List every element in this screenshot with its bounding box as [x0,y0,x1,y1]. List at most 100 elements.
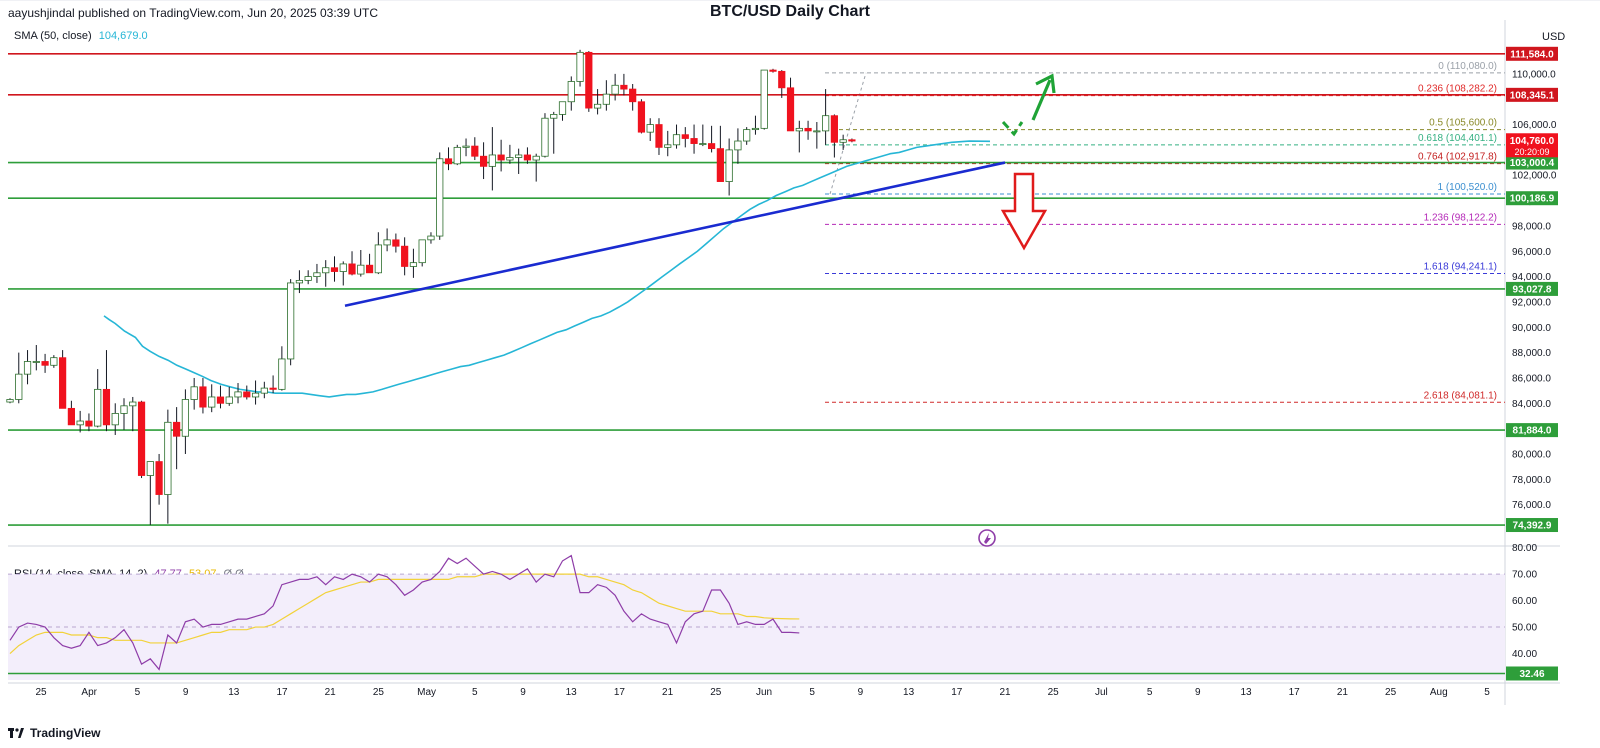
candle-down [716,148,724,182]
price-tick-label: 88,000.0 [1512,348,1551,359]
candle [287,279,295,366]
candle [497,139,505,172]
candle-up [32,361,40,363]
candle-down [155,461,163,495]
fib-label: 1.618 (94,241.1) [1424,262,1497,273]
candle [453,144,461,166]
candle-down [681,134,689,139]
candle-up [839,139,847,143]
rsi-line [9,554,800,671]
candle [576,49,584,87]
candle [111,403,119,435]
tradingview-logo[interactable]: TradingView [8,726,100,740]
candle-up [567,81,575,103]
time-tick-label: 17 [276,687,288,698]
sma-legend[interactable]: SMA (50, close) 104,679.0 [14,30,148,42]
candle-down [59,357,67,409]
candle-down [365,264,374,274]
time-tick-label: 17 [1289,687,1301,698]
candle-down [444,158,453,165]
candle [41,353,49,373]
candle-up [287,282,295,360]
candle-up [664,144,672,148]
candle [313,263,321,283]
candle-up [515,154,523,158]
rsi-sma-line [9,573,800,654]
candle [629,84,637,111]
candle [646,118,654,142]
rsi-tick-label: 40.00 [1512,649,1537,660]
candle-up [576,51,584,82]
candle [822,89,830,145]
candle-up [278,358,286,390]
candle [848,138,856,143]
publisher-text: aayushjindal published on TradingView.co… [8,6,379,20]
time-tick-label: 25 [710,687,722,698]
candle-up [743,129,751,142]
candle [734,128,742,164]
candle-up [751,127,760,131]
candle-up [111,413,119,426]
candle [208,384,216,413]
time-tick-label: 9 [858,687,864,698]
candle [199,377,207,414]
candle [690,124,698,154]
time-tick-label: 25 [35,687,47,698]
time-tick-label: 25 [1385,687,1397,698]
candle-down [655,124,663,148]
candle [488,127,496,191]
candle-down [637,101,646,133]
candle-up [181,399,189,437]
price-tick-label: 78,000.0 [1512,475,1551,486]
level-badge [1506,281,1558,296]
candle [830,114,838,158]
candle [76,410,84,433]
price-tick-label: 110,000.0 [1512,69,1556,80]
time-tick-label: Aug [1430,687,1448,698]
candle-up [409,262,418,267]
ascending-trendline [344,161,1006,308]
candle-up [234,391,242,398]
candle [146,461,154,525]
candle-up [488,154,496,167]
candle-up [611,84,619,95]
candle [620,73,628,96]
candle-down [629,88,637,103]
time-tick-label: 5 [1147,687,1153,698]
time-tick-label: 13 [566,687,578,698]
candle [479,142,488,180]
fib-label: 1.236 (98,122.2) [1424,212,1497,223]
candle [515,148,523,174]
fib-label: 1 (100,520.0) [1438,182,1498,193]
time-tick-label: 5 [472,687,478,698]
price-tick-label: 94,000.0 [1512,272,1551,283]
price-tick-label: 84,000.0 [1512,399,1551,410]
candle [243,385,251,400]
candle-up [822,115,830,132]
level-badge [1506,46,1558,61]
candle-down [85,420,93,427]
candle-down [585,51,593,109]
time-tick-label: 5 [135,687,141,698]
current-price-label: 104,760.0 [1510,136,1555,147]
candle-up [225,396,233,404]
time-tick-labels: 25 Apr 5 9 13 17 21 25 May 5 9 13 17 21 25 Jun 5 9 13 17 21 2… [35,687,1490,698]
fib-label: 0.236 (108,282.2) [1418,84,1497,95]
candle-down [786,87,795,132]
sma-legend-value: 104,679.0 [98,30,148,42]
level-badge-label: 108,345.1 [1510,90,1555,101]
candle [67,400,75,426]
candle-up [532,155,540,161]
candle-up [453,146,461,165]
candle-up [550,114,558,119]
time-tick-label: 13 [1240,687,1252,698]
candle [523,147,532,164]
candle [269,375,277,394]
time-tick-label: Jul [1095,687,1108,698]
rsi-tick-label: 50.00 [1512,623,1537,634]
candle [374,232,382,275]
candle-up [558,101,567,115]
price-tick-label: 102,000.0 [1512,171,1557,182]
time-tick-label: 9 [520,687,526,698]
